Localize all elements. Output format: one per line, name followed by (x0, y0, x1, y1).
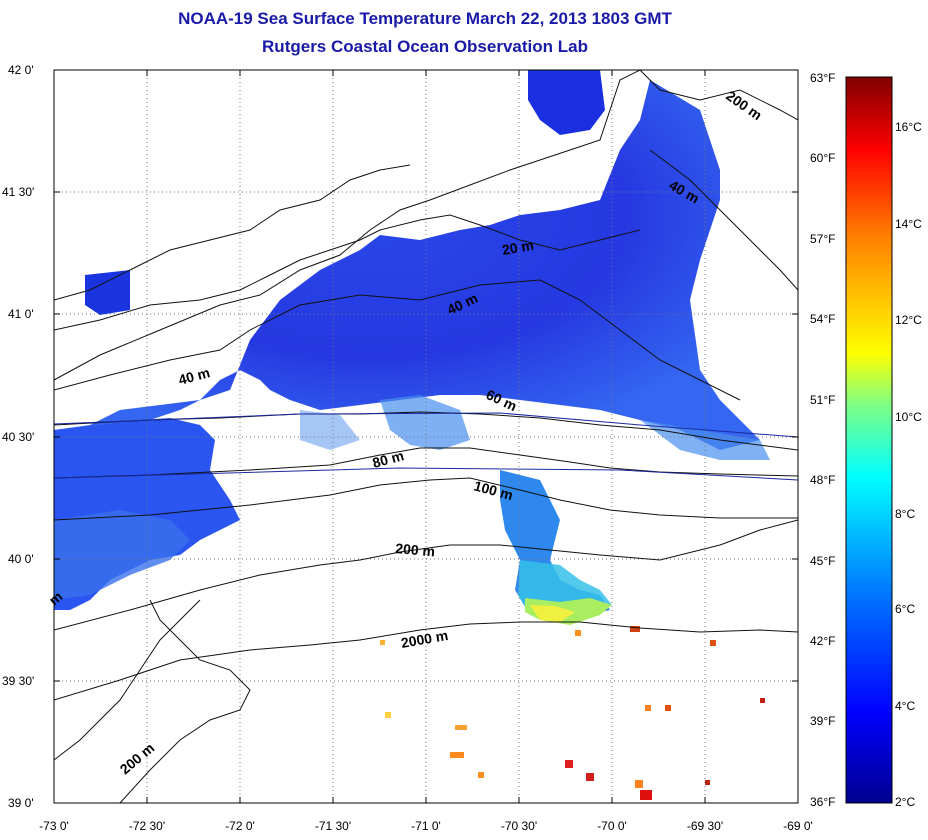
fahrenheit-label: 63°F (810, 71, 835, 85)
lat-tick-label: 41 30' (2, 185, 34, 199)
lon-tick-label: -72 0' (225, 819, 255, 833)
map-subtitle: Rutgers Coastal Ocean Observation Lab (262, 37, 588, 56)
fahrenheit-label: 36°F (810, 795, 835, 809)
lon-axis: -73 0' -72 30' -72 0' -71 30' -71 0' -70… (39, 819, 813, 833)
lon-tick-label: -70 30' (501, 819, 537, 833)
celsius-label: 2°C (895, 795, 915, 809)
celsius-label: 4°C (895, 699, 915, 713)
lon-tick-label: -73 0' (39, 819, 69, 833)
contour-label: 80 m (371, 447, 406, 471)
celsius-label: 16°C (895, 120, 922, 134)
celsius-label: 6°C (895, 602, 915, 616)
lat-tick-label: 39 0' (8, 796, 34, 810)
lon-tick-label: -71 0' (411, 819, 441, 833)
fahrenheit-scale: 63°F 60°F 57°F 54°F 51°F 48°F 45°F 42°F … (810, 71, 835, 809)
colorbar-ramp (845, 76, 893, 804)
fahrenheit-label: 57°F (810, 232, 835, 246)
sst-field (54, 70, 770, 800)
lon-tick-label: -72 30' (129, 819, 165, 833)
lon-tick-label: -70 0' (597, 819, 627, 833)
lat-tick-label: 41 0' (8, 307, 34, 321)
contour-label: 40 m (177, 364, 212, 388)
fahrenheit-label: 39°F (810, 714, 835, 728)
fahrenheit-label: 48°F (810, 473, 835, 487)
contours (54, 70, 798, 803)
celsius-scale: 16°C 14°C 12°C 10°C 8°C 6°C 4°C 2°C (895, 120, 922, 809)
colorbar: 63°F 60°F 57°F 54°F 51°F 48°F 45°F 42°F … (810, 71, 922, 809)
fahrenheit-label: 60°F (810, 151, 835, 165)
contour-label: 20 m (501, 237, 535, 258)
celsius-label: 10°C (895, 410, 922, 424)
celsius-label: 12°C (895, 313, 922, 327)
lat-axis: 42 0' 41 30' 41 0' 40 30' 40 0' 39 30' 3… (2, 63, 34, 810)
fahrenheit-label: 54°F (810, 312, 835, 326)
lat-tick-label: 42 0' (8, 63, 34, 77)
graticule (54, 70, 798, 803)
shipping-lanes (53, 412, 799, 481)
lat-tick-label: 39 30' (2, 674, 34, 688)
lat-tick-label: 40 0' (8, 552, 34, 566)
map-title: NOAA-19 Sea Surface Temperature March 22… (178, 9, 672, 28)
contour-label: 200 m (395, 540, 436, 559)
lat-tick-label: 40 30' (2, 430, 34, 444)
fahrenheit-label: 51°F (810, 393, 835, 407)
fahrenheit-label: 42°F (810, 634, 835, 648)
celsius-label: 14°C (895, 217, 922, 231)
lon-tick-label: -69 30' (687, 819, 723, 833)
fahrenheit-label: 45°F (810, 554, 835, 568)
axis-ticks (54, 69, 798, 803)
lon-tick-label: -69 0' (783, 819, 813, 833)
lon-tick-label: -71 30' (315, 819, 351, 833)
celsius-label: 8°C (895, 507, 915, 521)
